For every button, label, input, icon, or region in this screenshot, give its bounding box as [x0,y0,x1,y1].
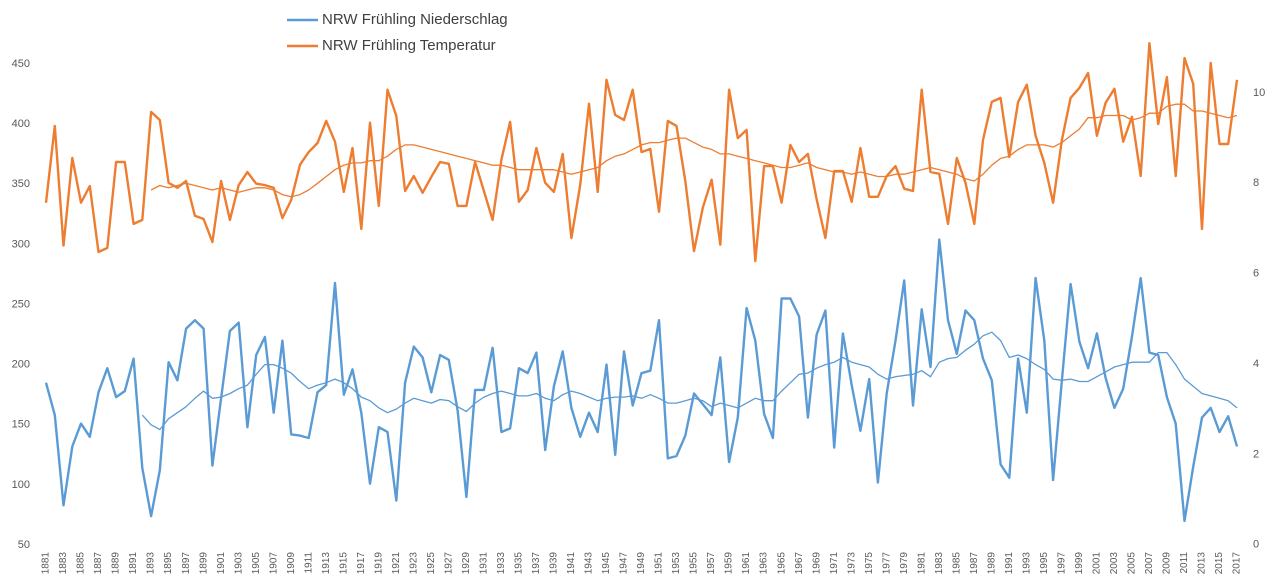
x-tick-label: 1957 [706,552,717,575]
x-tick-label: 1961 [741,552,752,575]
y2-tick-label: 2 [1253,448,1259,460]
x-tick-label: 1925 [426,552,437,575]
x-tick-label: 1891 [128,552,139,575]
y2-tick-label: 10 [1253,87,1265,99]
x-tick-label: 1881 [41,552,52,575]
x-tick-label: 1963 [759,552,770,575]
x-tick-label: 1947 [619,552,630,575]
x-tick-label: 1971 [829,552,840,575]
y-tick-label: 400 [12,118,30,130]
line-series [44,42,1239,263]
y-tick-label: 250 [12,298,30,310]
x-tick-label: 1927 [443,552,454,575]
legend-label: NRW Frühling Temperatur [322,37,496,54]
x-tick-label: 1997 [1056,552,1067,575]
x-tick-label: 1951 [654,552,665,575]
x-tick-label: 1923 [408,552,419,575]
x-tick-label: 1935 [514,552,525,575]
x-tick-label: 1933 [496,552,507,575]
x-tick-label: 2007 [1144,552,1155,575]
y-tick-label: 450 [12,58,30,70]
x-tick-label: 1931 [479,552,490,575]
y-tick-label: 150 [12,419,30,431]
legend: NRW Frühling Niederschlag NRW Frühling Te… [287,11,508,54]
x-tick-label: 1959 [724,552,735,575]
x-tick-label: 1887 [93,552,104,575]
x-tick-label: 1999 [1074,552,1085,575]
x-tick-label: 1941 [566,552,577,575]
x-tick-label: 1965 [776,552,787,575]
x-tick-label: 2015 [1214,552,1225,575]
x-tick-label: 1989 [986,552,997,575]
x-tick-label: 1993 [1021,552,1032,575]
x-tick-label: 1975 [864,552,875,575]
x-tick-label: 1985 [951,552,962,575]
x-tick-label: 1945 [601,552,612,575]
line-series [141,331,1238,431]
legend-label: NRW Frühling Niederschlag [322,11,508,28]
x-tick-label: 1949 [636,552,647,575]
y2-tick-label: 6 [1253,268,1259,280]
x-tick-label: 1905 [251,552,262,575]
x-tick-label: 1991 [1004,552,1015,575]
x-tick-label: 1915 [338,552,349,575]
x-tick-label: 1955 [689,552,700,575]
x-tick-label: 1967 [794,552,805,575]
x-tick-label: 1979 [899,552,910,575]
x-tick-label: 1973 [846,552,857,575]
x-tick-label: 1903 [233,552,244,575]
y2-tick-label: 8 [1253,177,1259,189]
x-tick-label: 1953 [671,552,682,575]
line-series [44,238,1239,523]
y-tick-label: 50 [18,539,30,551]
x-tick-label: 1911 [303,552,314,574]
x-tick-label: 1907 [268,552,279,575]
x-tick-label: 1913 [321,552,332,575]
x-tick-label: 2017 [1232,552,1243,575]
y2-tick-label: 0 [1253,539,1259,551]
x-tick-label: 1977 [881,552,892,575]
x-tick-label: 2003 [1109,552,1120,575]
line-series [150,103,1238,198]
x-tick-label: 1937 [531,552,542,575]
x-tick-label: 1987 [969,552,980,575]
y2-tick-label: 4 [1253,358,1259,370]
x-tick-label: 1969 [811,552,822,575]
x-tick-label: 1897 [181,552,192,575]
x-tick-label: 1995 [1039,552,1050,575]
x-tick-label: 1981 [916,552,927,575]
x-tick-label: 2001 [1092,552,1103,575]
x-tick-label: 2011 [1179,552,1190,574]
x-tick-label: 1919 [373,552,384,575]
x-tick-label: 1943 [584,552,595,575]
x-tick-label: 1899 [198,552,209,575]
y-tick-label: 200 [12,359,30,371]
x-tick-label: 1883 [58,552,69,575]
x-tick-label: 1983 [934,552,945,575]
x-tick-label: 1909 [286,552,297,575]
x-tick-label: 2005 [1127,552,1138,575]
x-tick-label: 1921 [391,552,402,575]
x-tick-label: 1885 [76,552,87,575]
x-tick-label: 1939 [549,552,560,575]
x-tick-label: 1901 [216,552,227,575]
x-tick-label: 1889 [111,552,122,575]
x-tick-label: 2013 [1197,552,1208,575]
x-tick-label: 1929 [461,552,472,575]
x-tick-label: 1895 [163,552,174,575]
x-tick-label: 2009 [1162,552,1173,575]
x-tick-label: 1917 [356,552,367,575]
y-tick-label: 350 [12,178,30,190]
y-tick-label: 100 [12,479,30,491]
x-tick-label: 1893 [146,552,157,575]
y-tick-label: 300 [12,238,30,250]
